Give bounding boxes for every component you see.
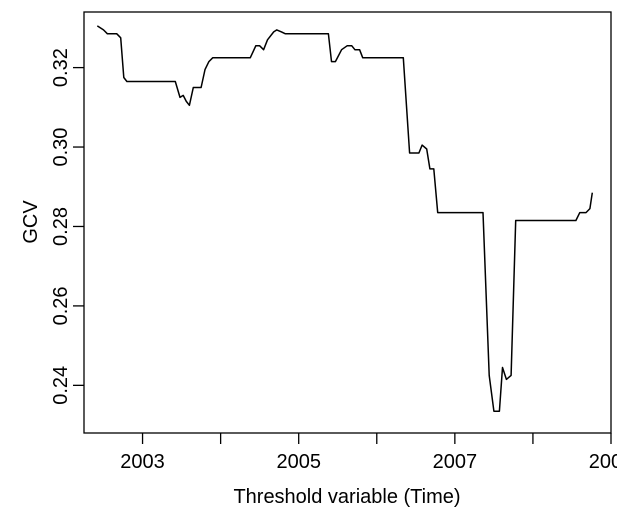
y-axis: 0.24 0.26 0.28 0.30 0.32 [50,48,84,405]
y-tick-label: 0.24 [50,366,72,405]
plot-frame [83,11,612,434]
y-tick-label: 0.30 [50,128,72,167]
x-axis-label: Threshold variable (Time) [233,486,460,508]
x-tick-label: 2009 [589,451,617,473]
y-tick-label: 0.26 [50,286,72,325]
gcv-series-line [96,25,594,412]
x-tick-label: 2003 [120,451,165,473]
x-axis: 2003 2005 2007 2009 [120,433,617,473]
y-tick-label: 0.32 [50,48,72,87]
x-tick-label: 2005 [276,451,321,473]
y-tick-label: 0.28 [50,207,72,246]
y-axis-label: GCV [20,200,42,244]
x-tick-label: 2007 [433,451,478,473]
